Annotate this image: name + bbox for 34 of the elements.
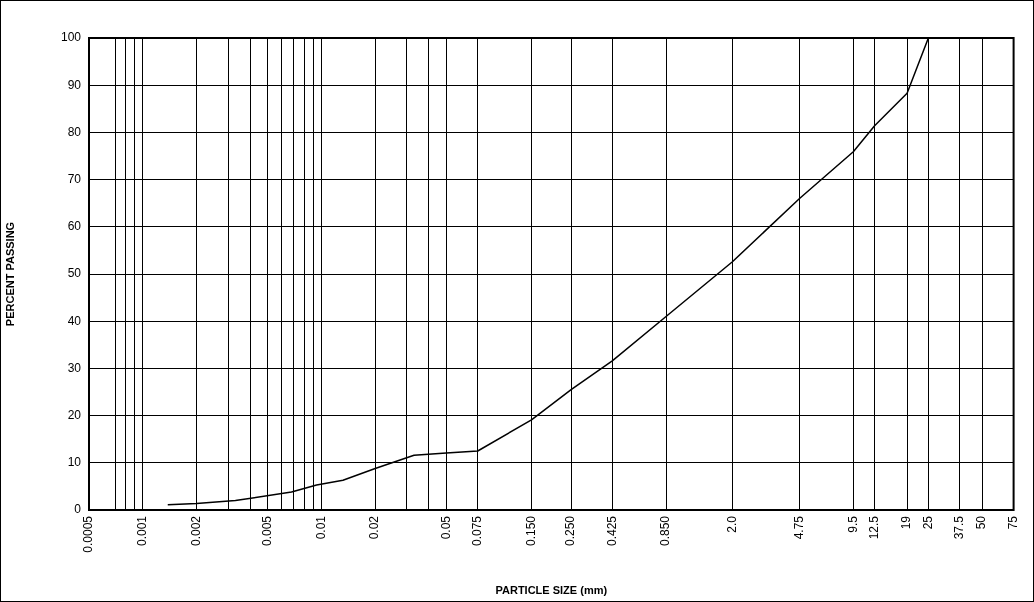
x-tick-label: 0.005 [259, 515, 274, 547]
x-tick-label: 0.002 [188, 515, 203, 547]
y-tick-label: 70 [67, 171, 82, 186]
y-tick-label: 100 [60, 30, 82, 45]
y-tick-label: 90 [67, 77, 82, 92]
x-tick-label: 0.0005 [81, 515, 96, 553]
y-tick-label: 40 [67, 313, 82, 328]
x-tick-label: 0.850 [658, 515, 673, 547]
x-tick-label: 0.425 [604, 515, 619, 547]
x-tick-label: 50 [974, 515, 989, 530]
y-tick-label: 30 [67, 360, 82, 375]
y-tick-label: 0 [74, 502, 82, 517]
x-tick-label: 19 [899, 515, 914, 530]
x-tick-label: 0.01 [313, 515, 328, 540]
x-tick-label: 2.0 [724, 515, 739, 533]
x-tick-label: 0.075 [470, 515, 485, 547]
x-axis-title: PARTICLE SIZE (mm) [495, 584, 608, 597]
x-tick-label: 0.02 [367, 515, 382, 540]
x-tick-label: 25 [920, 515, 935, 530]
y-axis-title: PERCENT PASSING [3, 221, 16, 327]
y-tick-label: 20 [67, 407, 82, 422]
x-tick-label: 12.5 [866, 515, 881, 540]
x-tick-label: 0.250 [563, 515, 578, 547]
y-tick-label: 10 [67, 455, 82, 470]
x-tick-label: 0.05 [438, 515, 453, 540]
x-tick-label: 0.150 [523, 515, 538, 547]
y-tick-label: 50 [67, 266, 82, 281]
x-tick-label: 4.75 [791, 515, 806, 540]
y-tick-label: 60 [67, 219, 82, 234]
x-tick-label: 9.5 [845, 515, 860, 533]
x-tick-label: 37.5 [952, 515, 967, 540]
y-tick-label: 80 [67, 124, 82, 139]
x-tick-label: 0.001 [135, 515, 150, 547]
x-tick-label: 75 [1005, 515, 1020, 530]
